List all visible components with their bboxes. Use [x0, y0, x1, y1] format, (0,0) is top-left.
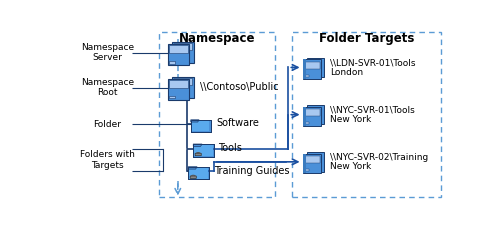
- Text: Namespace
Root: Namespace Root: [81, 78, 134, 97]
- Text: Training Guides: Training Guides: [214, 165, 289, 175]
- Text: Namespace
Server: Namespace Server: [81, 43, 134, 62]
- Text: Folders with
Targets: Folders with Targets: [80, 150, 135, 170]
- FancyBboxPatch shape: [168, 79, 189, 100]
- Bar: [305, 75, 309, 77]
- Text: New York: New York: [330, 115, 371, 124]
- FancyBboxPatch shape: [173, 42, 194, 63]
- FancyBboxPatch shape: [174, 78, 192, 85]
- Bar: [305, 122, 309, 124]
- FancyBboxPatch shape: [307, 152, 324, 172]
- FancyBboxPatch shape: [168, 44, 189, 65]
- Text: Folder Targets: Folder Targets: [319, 32, 414, 45]
- FancyBboxPatch shape: [173, 76, 194, 98]
- FancyBboxPatch shape: [303, 59, 321, 79]
- FancyBboxPatch shape: [192, 120, 210, 131]
- Bar: [159, 32, 275, 197]
- FancyBboxPatch shape: [189, 167, 208, 179]
- FancyBboxPatch shape: [190, 176, 196, 178]
- FancyBboxPatch shape: [169, 96, 175, 99]
- FancyBboxPatch shape: [193, 144, 214, 157]
- Text: New York: New York: [330, 162, 371, 171]
- FancyBboxPatch shape: [195, 153, 201, 156]
- FancyBboxPatch shape: [303, 154, 321, 173]
- Text: \\Contoso\Public: \\Contoso\Public: [200, 82, 278, 92]
- Text: \\NYC-SVR-01\Tools: \\NYC-SVR-01\Tools: [330, 106, 415, 115]
- Bar: [303, 107, 306, 126]
- FancyBboxPatch shape: [305, 156, 320, 163]
- Bar: [303, 154, 306, 173]
- FancyBboxPatch shape: [188, 167, 209, 179]
- FancyBboxPatch shape: [191, 120, 211, 132]
- FancyBboxPatch shape: [169, 61, 175, 64]
- FancyBboxPatch shape: [305, 109, 320, 116]
- Text: London: London: [330, 68, 364, 77]
- Text: Folder: Folder: [93, 120, 121, 129]
- FancyBboxPatch shape: [303, 107, 321, 126]
- FancyBboxPatch shape: [307, 58, 324, 77]
- Text: \\LDN-SVR-01\Tools: \\LDN-SVR-01\Tools: [330, 59, 416, 68]
- Polygon shape: [191, 120, 199, 122]
- Bar: [303, 59, 306, 79]
- FancyBboxPatch shape: [307, 105, 324, 124]
- Text: Software: Software: [216, 118, 259, 128]
- FancyBboxPatch shape: [169, 80, 188, 88]
- Text: Tools: Tools: [218, 143, 242, 153]
- Polygon shape: [193, 144, 202, 146]
- FancyBboxPatch shape: [174, 43, 192, 50]
- FancyBboxPatch shape: [305, 62, 320, 69]
- Bar: [292, 32, 441, 197]
- FancyBboxPatch shape: [194, 145, 213, 156]
- Bar: [305, 169, 309, 171]
- FancyBboxPatch shape: [169, 45, 188, 53]
- Text: Namespace: Namespace: [179, 32, 255, 45]
- Text: \\NYC-SVR-02\Training: \\NYC-SVR-02\Training: [330, 153, 429, 162]
- Polygon shape: [188, 167, 197, 169]
